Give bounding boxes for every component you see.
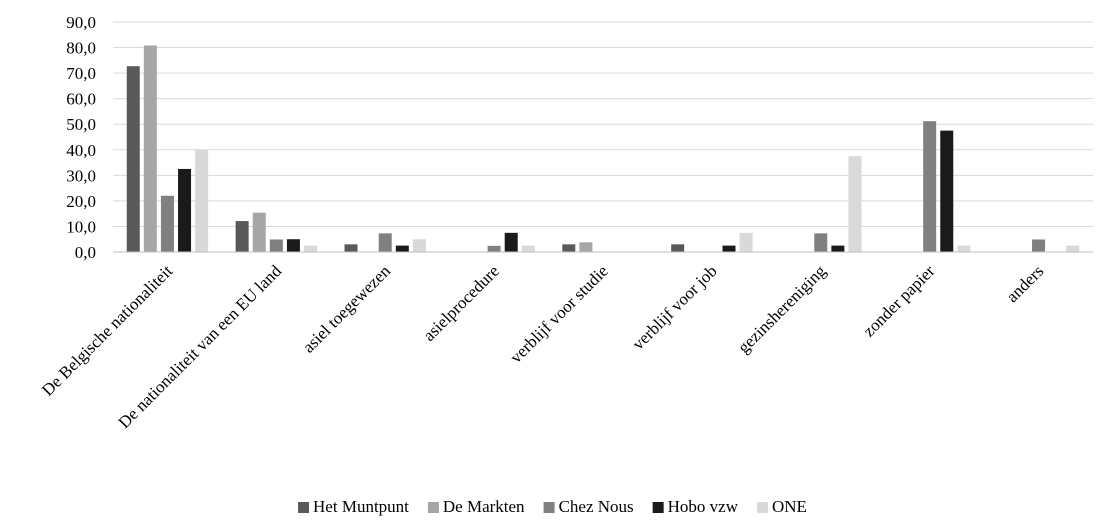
y-tick-label: 10,0 <box>66 217 96 236</box>
bar <box>957 245 971 252</box>
legend-label: Chez Nous <box>559 497 634 516</box>
y-tick-label: 80,0 <box>66 39 96 58</box>
y-tick-label: 40,0 <box>66 141 96 160</box>
y-tick-label: 30,0 <box>66 166 96 185</box>
legend-label: Het Muntpunt <box>313 497 409 516</box>
bar <box>126 66 140 252</box>
bar <box>1066 245 1080 252</box>
bar <box>395 245 409 252</box>
legend-item: ONE <box>757 497 807 516</box>
bar <box>940 130 954 252</box>
legend-swatch <box>427 502 439 513</box>
category-label: asielprocedure <box>419 261 503 345</box>
bar <box>848 156 862 252</box>
legend-item: De Markten <box>427 497 525 516</box>
legend-label: ONE <box>772 497 807 516</box>
category-label: zonder papier <box>859 261 938 340</box>
y-tick-label: 90,0 <box>66 13 96 32</box>
bar <box>521 245 535 252</box>
bar <box>252 212 266 252</box>
category-label: verblijf voor job <box>628 261 720 353</box>
y-tick-label: 70,0 <box>66 64 96 83</box>
legend-item: Hobo vzw <box>652 497 739 516</box>
category-label: asiel toegewezen <box>299 261 395 357</box>
bar <box>504 232 518 252</box>
bar <box>143 45 157 253</box>
category-label: verblijf voor studie <box>506 261 612 367</box>
bar <box>722 245 736 252</box>
bar <box>412 239 426 252</box>
bar <box>562 244 576 252</box>
gridlines <box>113 21 1093 227</box>
category-label: anders <box>1003 261 1048 306</box>
bar <box>739 232 753 252</box>
bar <box>814 233 828 252</box>
legend-label: Hobo vzw <box>668 497 739 516</box>
legend-swatch <box>298 502 310 513</box>
bar <box>579 242 593 252</box>
bar <box>235 221 249 252</box>
y-tick-label: 20,0 <box>66 192 96 211</box>
bar <box>378 233 392 252</box>
category-label: gezinshereniging <box>734 261 830 357</box>
bar <box>344 244 358 252</box>
bar <box>304 245 318 252</box>
y-tick-label: 50,0 <box>66 115 96 134</box>
legend: Het Muntpunt De Markten Chez Nous Hobo vzw O… <box>298 497 807 516</box>
legend-swatch <box>757 502 769 513</box>
bar <box>195 149 209 252</box>
legend-label: De Markten <box>443 497 525 516</box>
y-tick-label: 0,0 <box>75 243 96 262</box>
bar <box>286 239 300 252</box>
y-tick-label: 60,0 <box>66 90 96 109</box>
bars <box>126 45 1080 253</box>
bar <box>671 244 685 252</box>
bar <box>178 168 192 252</box>
bar <box>269 239 283 252</box>
legend-item: Chez Nous <box>543 497 634 516</box>
bar <box>831 245 845 252</box>
bar <box>487 245 501 252</box>
bar <box>1032 239 1046 252</box>
y-axis-tick-labels: 0,0 10,0 20,0 30,0 40,0 50,0 60,0 70,0 80,0 90,0 <box>66 13 96 262</box>
legend-swatch <box>652 502 664 513</box>
legend-item: Het Muntpunt <box>298 497 409 516</box>
bar <box>923 121 937 253</box>
bar <box>160 195 174 252</box>
legend-swatch <box>543 502 555 513</box>
